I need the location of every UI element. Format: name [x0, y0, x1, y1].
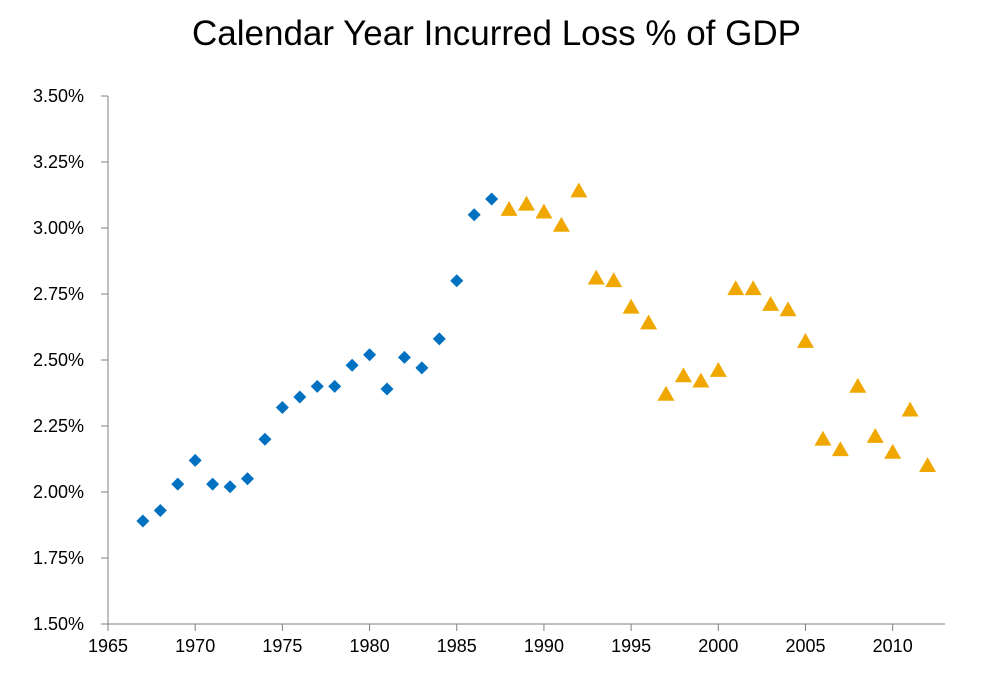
diamond-point	[467, 208, 481, 222]
diamond-point	[363, 348, 377, 362]
diamond-point	[450, 274, 464, 288]
diamond-point	[275, 401, 289, 415]
diamond-point	[153, 503, 167, 517]
triangle-point	[762, 296, 780, 311]
triangle-point	[814, 430, 832, 446]
x-tick-label: 1995	[611, 636, 651, 656]
triangle-point	[797, 333, 814, 348]
x-tick-label: 2000	[698, 636, 738, 656]
diamond-point	[206, 477, 220, 491]
x-tick-label: 1965	[88, 636, 128, 656]
y-tick-label: 2.25%	[33, 416, 84, 436]
triangle-point	[570, 182, 588, 198]
series-1	[136, 192, 499, 528]
triangle-point	[744, 280, 762, 296]
triangle-point	[901, 401, 919, 417]
diamond-point	[415, 361, 429, 375]
diamond-point	[223, 480, 237, 494]
diamond-point	[241, 472, 254, 486]
diamond-point	[397, 350, 411, 364]
diamond-point	[328, 379, 342, 393]
diamond-point	[310, 379, 324, 393]
x-tick-label: 1980	[350, 636, 390, 656]
triangle-point	[587, 269, 605, 285]
series-2	[500, 182, 937, 472]
triangle-point	[518, 195, 535, 211]
y-axis: 1.50% 1.75% 2.00% 2.25% 2.50% 2.75% 3.00% 3.25%…	[33, 86, 108, 634]
y-tick-label: 1.75%	[33, 548, 84, 568]
triangle-point	[535, 203, 553, 219]
y-tick-label: 2.50%	[33, 350, 84, 370]
y-tick-label: 1.50%	[33, 614, 84, 634]
triangle-point	[657, 385, 675, 401]
triangle-point	[622, 298, 640, 314]
triangle-point	[779, 301, 797, 317]
diamond-point	[485, 192, 499, 206]
diamond-point	[136, 514, 150, 528]
triangle-point	[605, 272, 623, 288]
x-axis: 1965 1970 1975 1980 1985 1990 1995 2000 2005 2010	[88, 624, 913, 656]
y-tick-label: 2.75%	[33, 284, 84, 304]
triangle-point	[692, 372, 710, 388]
triangle-point	[709, 362, 727, 377]
diamond-point	[188, 453, 202, 467]
x-tick-label: 2005	[785, 636, 825, 656]
triangle-point	[866, 428, 884, 443]
triangle-point	[727, 280, 745, 296]
x-tick-label: 1975	[262, 636, 302, 656]
y-tick-label: 3.00%	[33, 218, 84, 238]
triangle-point	[919, 457, 937, 472]
chart-title: Calendar Year Incurred Loss % of GDP	[192, 14, 801, 53]
axes	[107, 96, 945, 625]
triangle-point	[552, 216, 570, 232]
diamond-point	[432, 332, 446, 346]
diamond-point	[171, 477, 185, 491]
x-tick-label: 1970	[175, 636, 215, 656]
x-tick-label: 2010	[873, 636, 913, 656]
triangle-point	[831, 441, 849, 457]
y-tick-label: 2.00%	[33, 482, 84, 502]
x-tick-label: 1985	[437, 636, 477, 656]
triangle-point	[674, 367, 692, 383]
diamond-point	[293, 390, 307, 404]
diamond-point	[380, 382, 394, 396]
y-tick-label: 3.25%	[33, 152, 84, 172]
x-tick-label: 1990	[524, 636, 564, 656]
diamond-point	[258, 432, 272, 446]
triangle-point	[640, 314, 658, 330]
y-tick-label: 3.50%	[33, 86, 84, 106]
triangle-point	[849, 377, 867, 393]
triangle-point	[884, 443, 902, 459]
data-points	[136, 182, 937, 528]
diamond-point	[345, 358, 359, 372]
triangle-point	[500, 201, 518, 216]
